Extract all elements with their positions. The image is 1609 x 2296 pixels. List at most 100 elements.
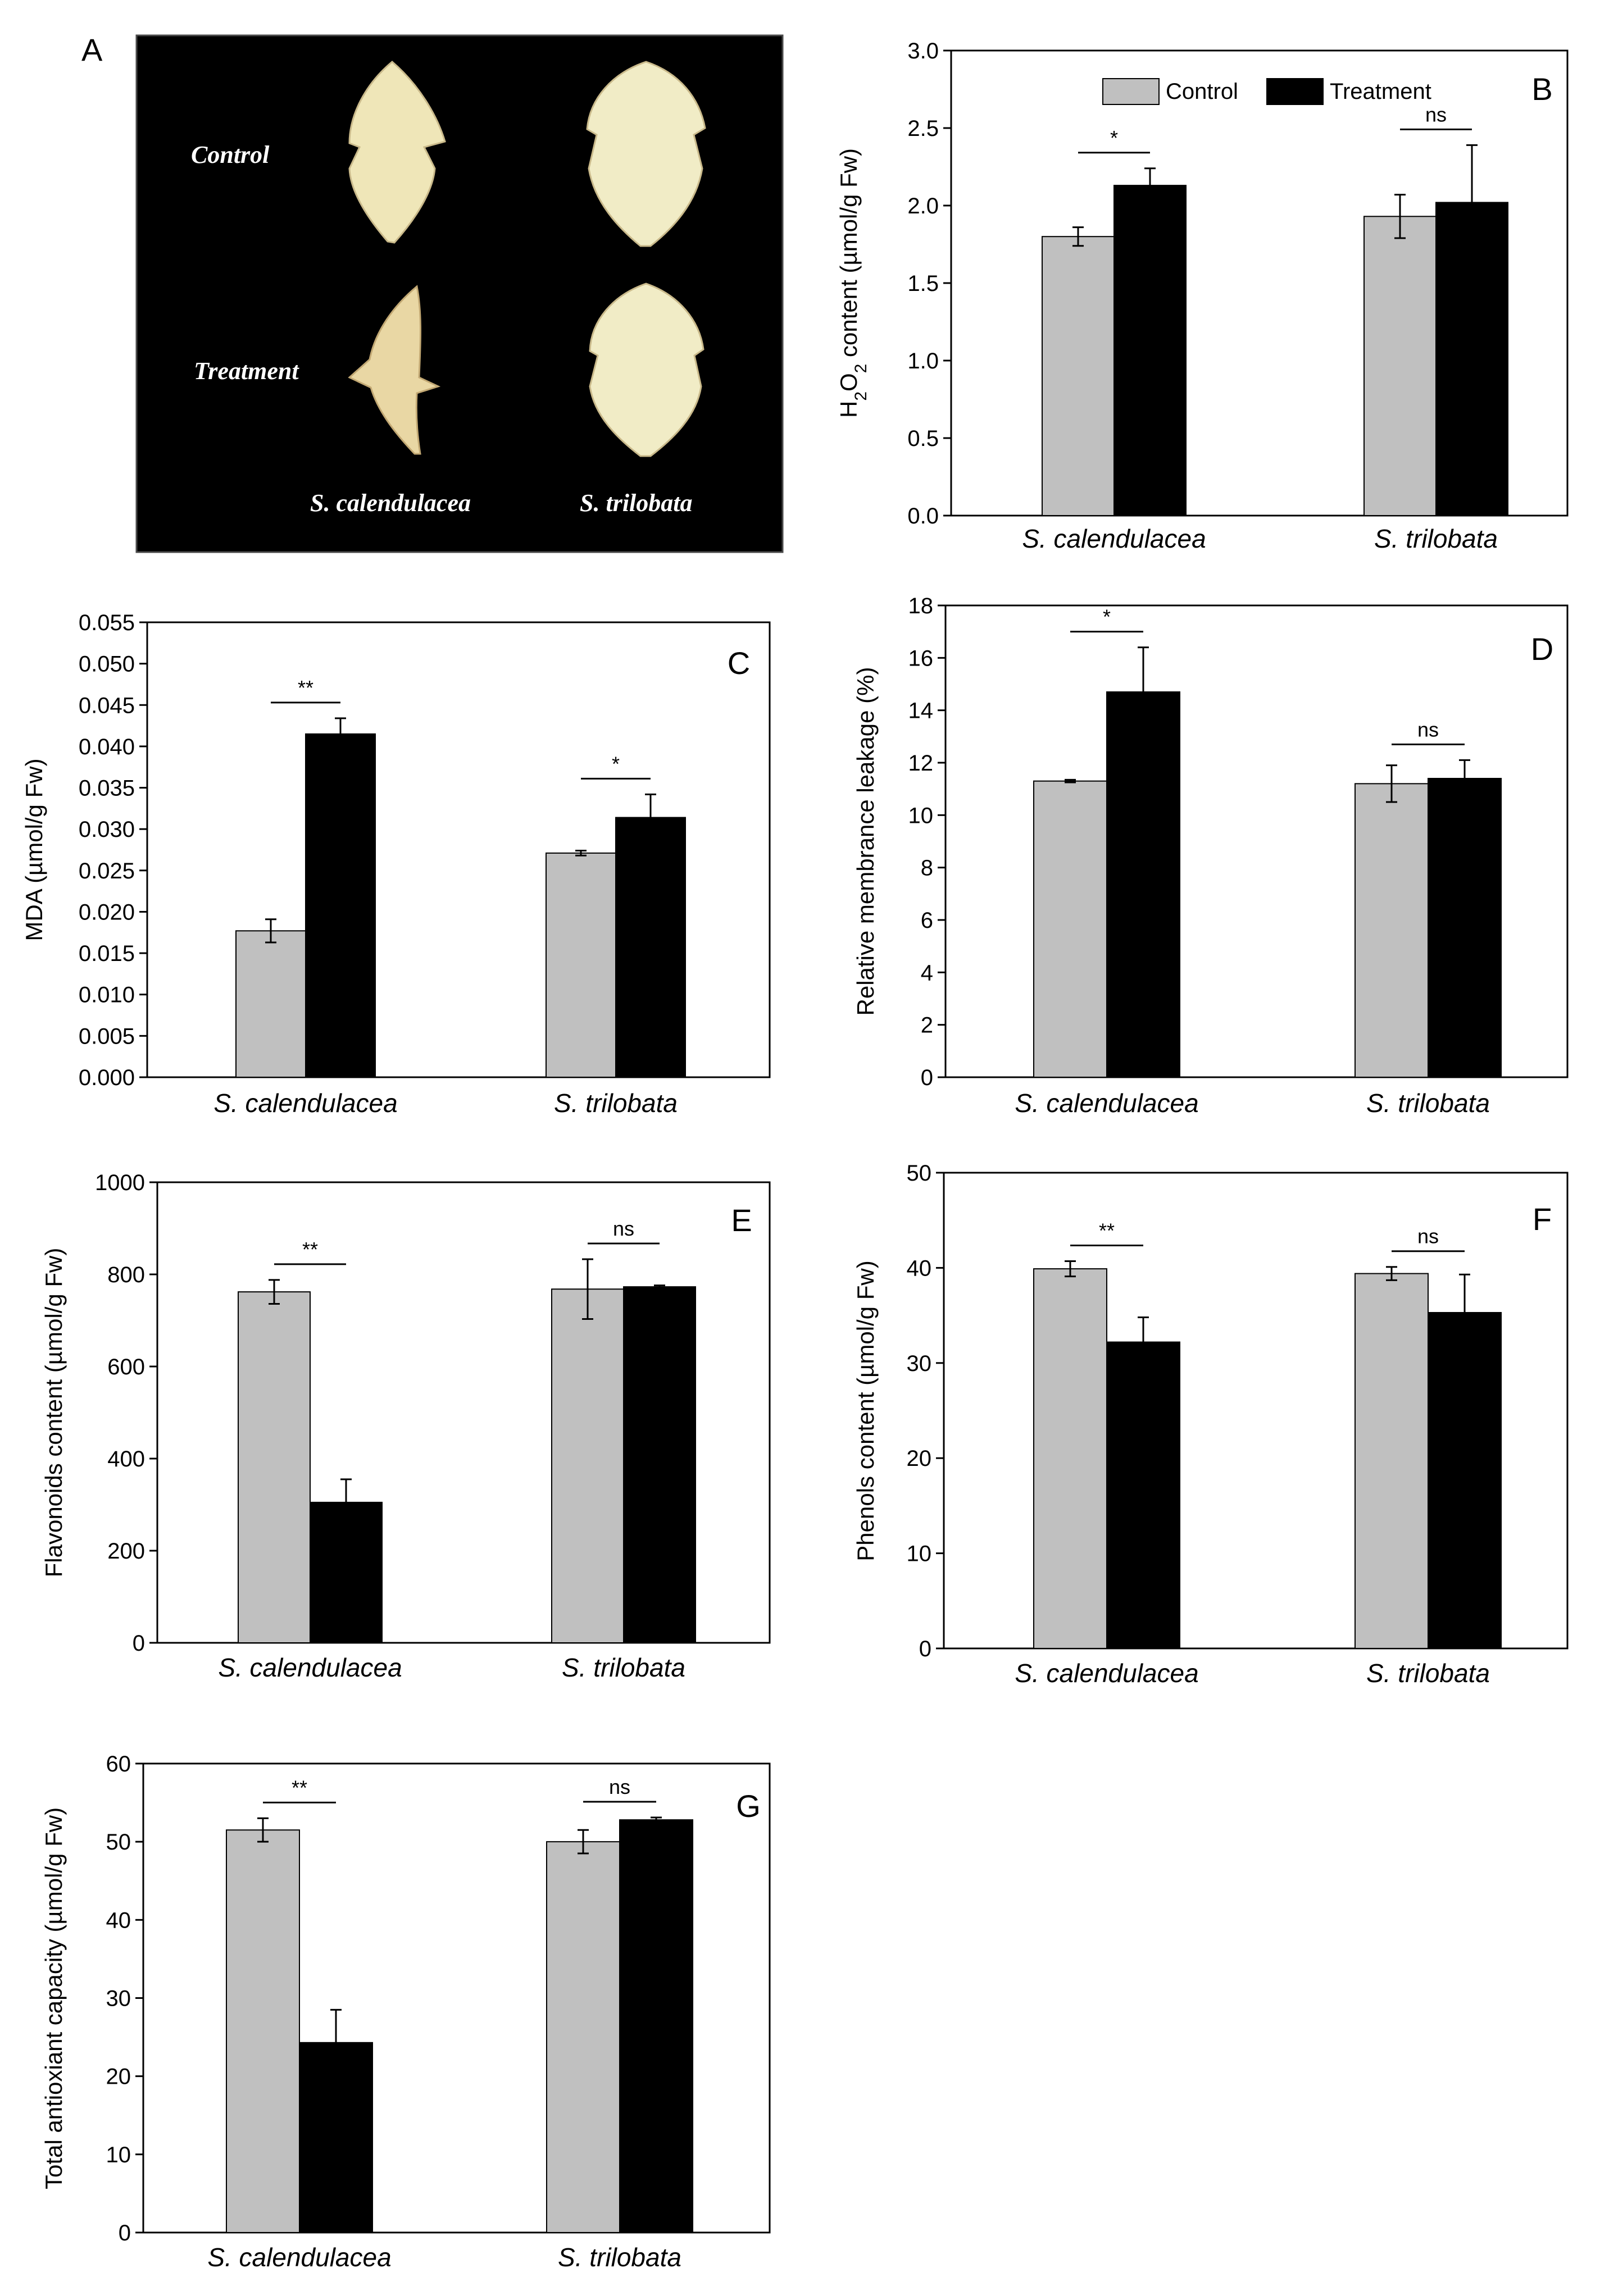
y-axis-label-subscript: 2 <box>852 391 870 401</box>
photo-row-label-control: Control <box>191 141 270 168</box>
y-axis-label-part: H <box>835 401 862 418</box>
y-tick-label-g: 60 <box>106 1752 131 1776</box>
bar-control-b <box>1042 236 1115 516</box>
y-axis-label-g: Total antioxiant capacity (µmol/g Fw) <box>40 1807 67 2189</box>
bar-treatment-g <box>619 1819 693 2233</box>
y-tick-label-d: 4 <box>921 960 933 985</box>
y-tick-label-e: 200 <box>107 1539 145 1564</box>
chart-panel-d: 0 2 4 6 8 10 12 14 16 18 Relative membrance leakag… <box>852 594 1569 1118</box>
photo-species-label-trilobata: S. trilobata <box>580 489 693 517</box>
y-tick-label-e: 1000 <box>95 1170 145 1195</box>
bar-control-f <box>1355 1273 1429 1649</box>
y-axis-label-part: O <box>835 373 862 391</box>
bar-treatment-f <box>1428 1312 1502 1650</box>
x-category-label-d: S. trilobata <box>1366 1088 1490 1118</box>
bar-treatment-b <box>1113 185 1187 516</box>
significance-mark-e: ** <box>302 1238 318 1261</box>
x-category-label-g: S. trilobata <box>558 2243 681 2272</box>
bar-treatment-e <box>623 1286 696 1643</box>
leaf-treatment-trilobata <box>589 283 704 457</box>
y-tick-label-c: 0.050 <box>79 652 135 677</box>
leaf-treatment-calendulacea <box>348 285 441 455</box>
legend-label-control: Control <box>1166 79 1238 104</box>
y-tick-label-c: 0.005 <box>79 1024 135 1049</box>
x-category-label-g: S. calendulacea <box>207 2243 391 2272</box>
y-axis-label-d: Relative membrance leakage (%) <box>852 667 879 1016</box>
bar-control-c <box>546 852 616 1078</box>
y-tick-label-c: 0.025 <box>79 859 135 883</box>
panel-letter-g: G <box>736 1788 761 1824</box>
x-category-label-b: S. trilobata <box>1374 524 1498 553</box>
y-tick-label-b: 3.0 <box>907 39 939 63</box>
x-category-label-e: S. trilobata <box>562 1653 685 1682</box>
y-tick-label-c: 0.010 <box>79 983 135 1008</box>
significance-mark-g: ** <box>292 1776 307 1799</box>
bar-control-e <box>551 1288 624 1643</box>
panel-letter-d: D <box>1531 631 1553 667</box>
y-tick-label-b: 0.5 <box>907 426 939 451</box>
y-tick-label-e: 400 <box>107 1447 145 1472</box>
y-tick-label-f: 0 <box>919 1637 931 1661</box>
bar-control-e <box>238 1291 311 1643</box>
legend-swatch-treatment <box>1266 78 1324 105</box>
y-tick-label-c: 0.000 <box>79 1065 135 1090</box>
panel-letter-f: F <box>1533 1201 1552 1237</box>
significance-mark-b: * <box>1110 126 1118 149</box>
bar-control-g <box>226 1829 300 2234</box>
y-tick-label-d: 16 <box>908 646 934 671</box>
significance-mark-g: ns <box>609 1775 630 1798</box>
y-tick-label-b: 1.0 <box>907 349 939 373</box>
y-tick-label-d: 10 <box>908 803 934 828</box>
y-tick-label-g: 30 <box>106 1987 131 2011</box>
y-tick-label-d: 8 <box>921 856 933 881</box>
panel-letter-b: B <box>1531 71 1552 107</box>
y-axis-label-b: H2O2 content (µmol/g Fw) <box>835 148 870 418</box>
panel-letter-a: A <box>81 32 103 67</box>
y-tick-label-c: 0.040 <box>79 735 135 759</box>
y-tick-label-f: 10 <box>907 1542 932 1566</box>
y-axis-label-part: content (µmol/g Fw) <box>835 148 862 364</box>
y-tick-label-f: 20 <box>907 1446 932 1471</box>
y-tick-label-b: 0.0 <box>907 504 939 529</box>
panel-letter-c: C <box>728 645 750 681</box>
x-category-label-f: S. trilobata <box>1366 1659 1490 1688</box>
significance-mark-f: ** <box>1099 1219 1115 1242</box>
chart-panel-f: 0 10 20 30 40 50 Phenols content (µmol/g Fw) F *… <box>852 1161 1569 1688</box>
y-tick-label-d: 2 <box>921 1013 933 1038</box>
plot-frame-d <box>944 604 1569 1078</box>
bar-control-g <box>546 1841 620 2234</box>
bar-treatment-c <box>615 817 686 1078</box>
y-tick-label-g: 20 <box>106 2065 131 2089</box>
y-tick-label-c: 0.045 <box>79 693 135 718</box>
photo-row-label-treatment: Treatment <box>194 357 299 385</box>
y-tick-label-e: 600 <box>107 1355 145 1379</box>
leaf-control-calendulacea <box>348 61 446 244</box>
y-tick-label-e: 800 <box>107 1263 145 1287</box>
bar-treatment-c <box>305 733 376 1078</box>
y-tick-label-f: 50 <box>907 1161 932 1186</box>
y-tick-label-b: 1.5 <box>907 271 939 296</box>
x-category-label-d: S. calendulacea <box>1015 1088 1198 1118</box>
significance-mark-b: ns <box>1425 103 1447 126</box>
y-tick-label-c: 0.035 <box>79 776 135 801</box>
y-tick-label-b: 2.0 <box>907 194 939 218</box>
plot-frame-f <box>943 1172 1569 1650</box>
x-category-label-c: S. trilobata <box>554 1088 678 1118</box>
chart-panel-c: 0.000 0.005 0.010 0.015 0.020 0.025 0.030 0.035… <box>21 611 771 1118</box>
y-tick-label-f: 30 <box>907 1351 932 1376</box>
x-category-label-b: S. calendulacea <box>1022 524 1206 553</box>
significance-mark-d: ns <box>1417 718 1439 741</box>
y-tick-label-d: 12 <box>908 751 934 776</box>
y-tick-label-c: 0.030 <box>79 817 135 842</box>
y-tick-label-c: 0.020 <box>79 900 135 924</box>
y-tick-label-g: 10 <box>106 2143 131 2167</box>
chart-panel-e: 0 200 400 600 800 1000 Flavonoids content (µmo… <box>40 1170 771 1682</box>
x-category-label-f: S. calendulacea <box>1015 1659 1198 1688</box>
y-tick-label-d: 6 <box>921 908 933 933</box>
bar-treatment-d <box>1428 778 1502 1078</box>
photo-species-label-calendulacea: S. calendulacea <box>310 489 471 517</box>
y-axis-label-subscript: 2 <box>852 364 870 373</box>
plot-frame-c <box>146 621 771 1078</box>
y-tick-label-g: 50 <box>106 1830 131 1855</box>
